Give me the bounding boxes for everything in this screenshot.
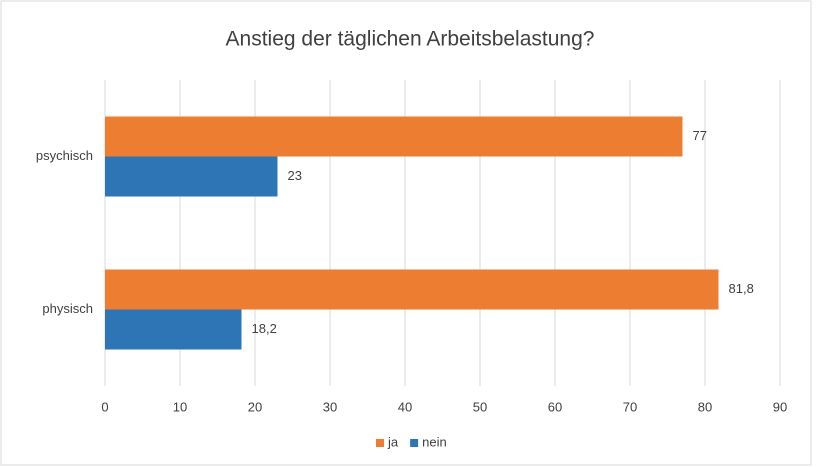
x-tick-label: 20	[248, 399, 262, 414]
x-tick-label: 80	[698, 399, 712, 414]
legend-label: ja	[387, 434, 399, 449]
y-tick-label: physisch	[42, 301, 93, 316]
data-label: 18,2	[252, 321, 277, 336]
data-label: 77	[693, 128, 707, 143]
x-tick-label: 50	[473, 399, 487, 414]
chart-title: Anstieg der täglichen Arbeitsbelastung?	[226, 28, 595, 51]
bar	[105, 309, 242, 350]
legend-swatch	[376, 439, 384, 447]
data-label: 23	[288, 168, 302, 183]
x-tick-label: 70	[623, 399, 637, 414]
bar	[105, 269, 719, 310]
legend-label: nein	[422, 434, 447, 449]
x-tick-label: 30	[323, 399, 337, 414]
bar	[105, 156, 278, 197]
x-tick-label: 10	[173, 399, 187, 414]
x-tick-label: 90	[773, 399, 787, 414]
bar	[105, 116, 683, 157]
x-tick-label: 60	[548, 399, 562, 414]
data-label: 81,8	[729, 281, 754, 296]
y-tick-label: psychisch	[36, 148, 93, 163]
legend-swatch	[410, 439, 419, 447]
x-tick-label: 40	[398, 399, 412, 414]
x-tick-label: 0	[101, 399, 108, 414]
